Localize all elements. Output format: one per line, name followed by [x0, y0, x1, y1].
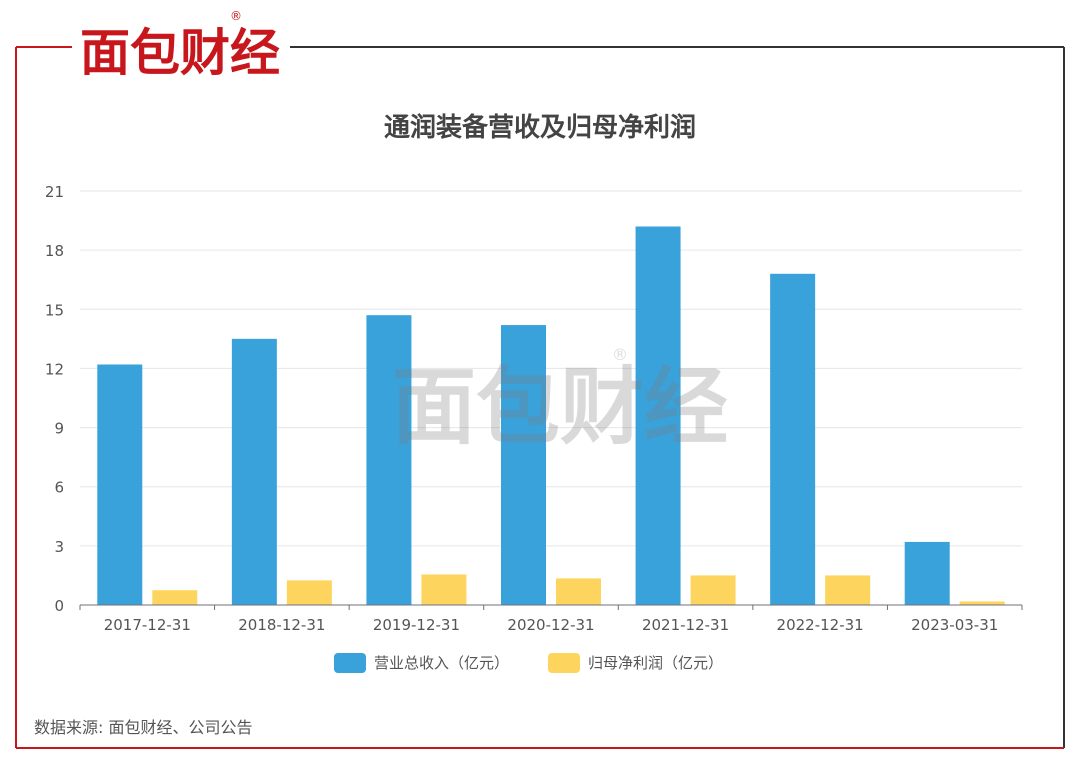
y-tick-label: 0	[54, 597, 64, 615]
legend-swatch	[548, 653, 580, 673]
y-axis-ticks: 0 3 6 9 12 15 18 21	[45, 183, 64, 615]
watermark: 面包财经 ®	[392, 345, 728, 456]
x-tick-label: 2023-03-31	[911, 616, 998, 634]
bar-net-profit	[825, 575, 871, 605]
bar-revenue	[770, 273, 816, 605]
x-tick-label: 2021-12-31	[642, 616, 729, 634]
x-axis	[79, 604, 1023, 610]
chart-title: 通润装备营收及归母净利润	[384, 112, 696, 143]
y-tick-label: 21	[45, 183, 64, 201]
legend: 营业总收入（亿元） 归母净利润（亿元）	[334, 653, 723, 673]
x-tick-label: 2017-12-31	[104, 616, 191, 634]
x-tick-label: 2019-12-31	[373, 616, 460, 634]
bar-revenue	[501, 325, 546, 605]
x-tick-label: 2022-12-31	[777, 616, 864, 634]
bar-net-profit	[556, 578, 601, 605]
bars	[97, 226, 1005, 605]
legend-swatch	[334, 653, 366, 673]
watermark-text: 面包财经	[392, 358, 728, 456]
bar-revenue	[231, 338, 277, 605]
legend-label: 营业总收入（亿元）	[374, 654, 509, 672]
bar-net-profit	[690, 575, 736, 605]
source-note: 数据来源: 面包财经、公司公告	[34, 718, 253, 737]
logo-text: 面包财经	[80, 24, 280, 82]
bar-net-profit	[421, 574, 467, 605]
y-tick-label: 9	[54, 420, 64, 438]
legend-label: 归母净利润（亿元）	[588, 654, 723, 672]
bar-revenue	[904, 541, 950, 605]
x-tick-label: 2018-12-31	[238, 616, 325, 634]
bar-net-profit	[286, 580, 332, 605]
y-tick-label: 15	[45, 301, 64, 319]
watermark-registered-mark: ®	[612, 345, 628, 364]
bar-revenue	[635, 226, 681, 605]
x-axis-ticks: 2017-12-31 2018-12-31 2019-12-31 2020-12-31…	[104, 616, 999, 634]
x-tick-label: 2020-12-31	[507, 616, 594, 634]
y-tick-label: 6	[54, 479, 64, 497]
bar-revenue	[97, 364, 143, 605]
y-tick-label: 18	[45, 242, 64, 260]
y-tick-label: 3	[54, 538, 64, 556]
bar-net-profit	[152, 590, 198, 605]
y-tick-label: 12	[45, 360, 64, 378]
bar-revenue	[366, 315, 412, 605]
bar-net-profit	[959, 601, 1005, 605]
logo-registered-mark: ®	[230, 9, 242, 23]
